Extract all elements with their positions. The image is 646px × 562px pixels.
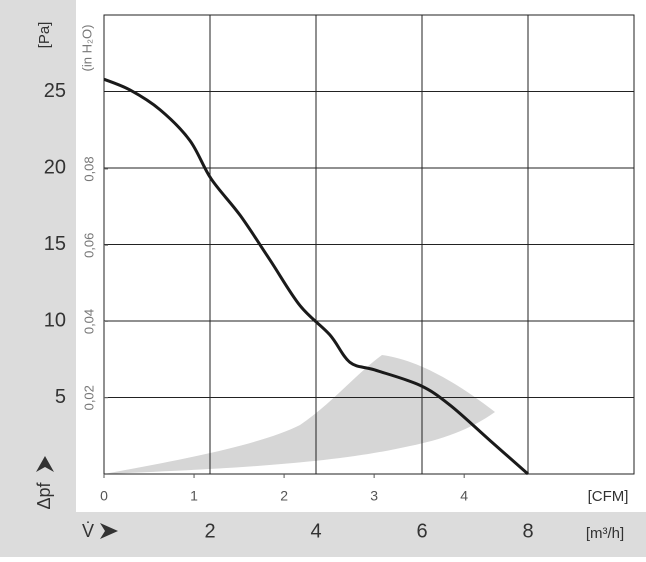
y-tick-label: 20 xyxy=(44,156,66,178)
x-tick-label: 6 xyxy=(416,520,427,542)
bottom-band xyxy=(0,512,646,557)
x-tick-label: 4 xyxy=(310,520,321,542)
x2-tick-label: 4 xyxy=(460,488,468,504)
x-tick-label: 2 xyxy=(204,520,215,542)
x-arrow xyxy=(100,523,118,539)
y2-tick-label: 0,04 xyxy=(81,309,96,334)
left-band xyxy=(0,0,76,557)
y2-tick-label: 0,06 xyxy=(81,233,96,258)
x2-tick-label: 1 xyxy=(190,488,198,504)
y-tick-label: 5 xyxy=(55,386,66,408)
y-tick-label: 15 xyxy=(44,233,66,255)
x-tick-label: 8 xyxy=(522,520,533,542)
y2-tick-label: 0,08 xyxy=(81,156,96,181)
x2-tick-label: 0 xyxy=(100,488,108,504)
y-tick-label: 25 xyxy=(44,80,66,102)
y2-unit: (in H₂O) xyxy=(79,25,94,72)
operating-region xyxy=(104,355,495,474)
y-tick-label: 10 xyxy=(44,309,66,331)
y-symbol: Δpf xyxy=(34,481,54,509)
x2-tick-label: 3 xyxy=(370,488,378,504)
x2-unit: [CFM] xyxy=(588,488,629,505)
y2-tick-label: 0,02 xyxy=(81,385,96,410)
x-symbol: V̇ xyxy=(82,521,94,541)
x-unit: [m³/h] xyxy=(586,525,624,542)
fan-curve xyxy=(103,77,529,476)
y-arrow xyxy=(36,456,54,472)
x2-tick-label: 2 xyxy=(280,488,288,504)
y-unit: [Pa] xyxy=(36,22,53,49)
